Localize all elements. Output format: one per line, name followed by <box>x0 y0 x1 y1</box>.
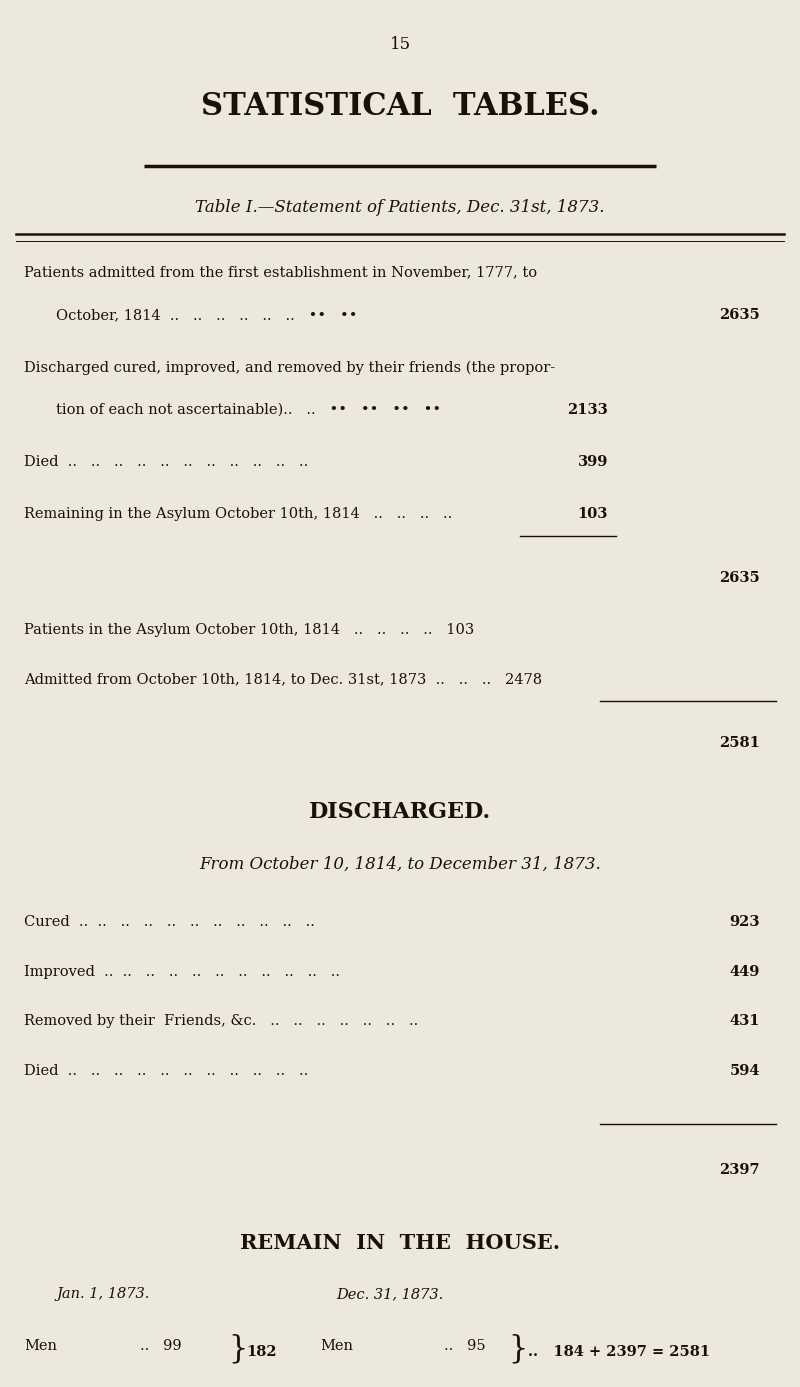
Text: 2581: 2581 <box>719 736 760 750</box>
Text: Admitted from October 10th, 1814, to Dec. 31st, 1873  ..   ..   ..   2478: Admitted from October 10th, 1814, to Dec… <box>24 673 542 687</box>
Text: }: } <box>228 1333 247 1363</box>
Text: Table I.—Statement of Patients, Dec. 31st, 1873.: Table I.—Statement of Patients, Dec. 31s… <box>195 198 605 216</box>
Text: }: } <box>508 1333 527 1363</box>
Text: REMAIN  IN  THE  HOUSE.: REMAIN IN THE HOUSE. <box>240 1233 560 1252</box>
Text: Discharged cured, improved, and removed by their friends (the propor-: Discharged cured, improved, and removed … <box>24 361 555 374</box>
Text: 103: 103 <box>578 508 608 522</box>
Text: DISCHARGED.: DISCHARGED. <box>309 802 491 822</box>
Text: From October 10, 1814, to December 31, 1873.: From October 10, 1814, to December 31, 1… <box>199 856 601 872</box>
Text: ..   99: .. 99 <box>140 1340 182 1354</box>
Text: 399: 399 <box>578 455 608 469</box>
Text: Improved  ..  ..   ..   ..   ..   ..   ..   ..   ..   ..   ..: Improved .. .. .. .. .. .. .. .. .. .. .… <box>24 965 340 979</box>
Text: Jan. 1, 1873.: Jan. 1, 1873. <box>56 1287 150 1301</box>
Text: 182: 182 <box>246 1345 277 1359</box>
Text: ..   184 + 2397 = 2581: .. 184 + 2397 = 2581 <box>528 1345 710 1359</box>
Text: STATISTICAL  TABLES.: STATISTICAL TABLES. <box>201 92 599 122</box>
Text: October, 1814  ..   ..   ..   ..   ..   ..   ••   ••: October, 1814 .. .. .. .. .. .. •• •• <box>56 308 358 322</box>
Text: Men: Men <box>24 1340 57 1354</box>
Text: 15: 15 <box>390 36 410 54</box>
Text: Patients admitted from the first establishment in November, 1777, to: Patients admitted from the first establi… <box>24 265 537 279</box>
Text: 431: 431 <box>730 1014 760 1028</box>
Text: 2397: 2397 <box>719 1162 760 1176</box>
Text: Men: Men <box>320 1340 353 1354</box>
Text: 2635: 2635 <box>719 571 760 585</box>
Text: 2635: 2635 <box>719 308 760 322</box>
Text: ..   95: .. 95 <box>444 1340 486 1354</box>
Text: 449: 449 <box>730 965 760 979</box>
Text: Died  ..   ..   ..   ..   ..   ..   ..   ..   ..   ..   ..: Died .. .. .. .. .. .. .. .. .. .. .. <box>24 1064 308 1078</box>
Text: Cured  ..  ..   ..   ..   ..   ..   ..   ..   ..   ..   ..: Cured .. .. .. .. .. .. .. .. .. .. .. <box>24 915 315 929</box>
Text: 2133: 2133 <box>567 404 608 417</box>
Text: Patients in the Asylum October 10th, 1814   ..   ..   ..   ..   103: Patients in the Asylum October 10th, 181… <box>24 623 474 637</box>
Text: Removed by their  Friends, &c.   ..   ..   ..   ..   ..   ..   ..: Removed by their Friends, &c. .. .. .. .… <box>24 1014 418 1028</box>
Text: 923: 923 <box>730 915 760 929</box>
Text: Died  ..   ..   ..   ..   ..   ..   ..   ..   ..   ..   ..: Died .. .. .. .. .. .. .. .. .. .. .. <box>24 455 308 469</box>
Text: Remaining in the Asylum October 10th, 1814   ..   ..   ..   ..: Remaining in the Asylum October 10th, 18… <box>24 508 452 522</box>
Text: 594: 594 <box>730 1064 760 1078</box>
Text: tion of each not ascertainable)..   ..   ••   ••   ••   ••: tion of each not ascertainable).. .. •• … <box>56 404 441 417</box>
Text: Dec. 31, 1873.: Dec. 31, 1873. <box>336 1287 443 1301</box>
